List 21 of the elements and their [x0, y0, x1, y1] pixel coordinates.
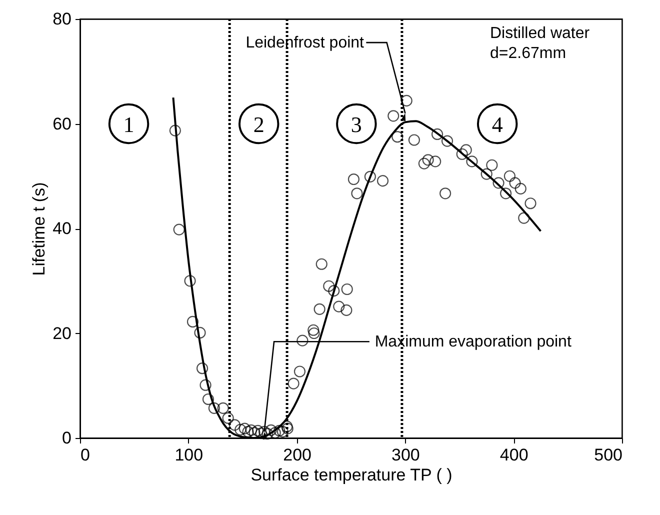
x-tick-label: 200 [283, 446, 312, 464]
x-axis-title: Surface temperature TP ( ) [250, 466, 452, 484]
annotation: Leidenfrost point [246, 34, 365, 52]
y-tick-label: 0 [62, 428, 72, 448]
annotation: 4 [492, 112, 503, 137]
y-axis-title: Lifetime t (s) [30, 182, 49, 276]
x-tick-label: 100 [174, 446, 204, 464]
x-tick-label: 300 [392, 446, 420, 464]
annotation: Distilled water [490, 25, 590, 42]
annotation: d=2.67mm [490, 45, 566, 62]
y-tick-label: 40 [52, 219, 72, 238]
annotation: Maximum evaporation point [374, 334, 572, 351]
x-tick-label: 400 [500, 446, 528, 464]
annotation: 1 [123, 112, 134, 137]
y-tick-label: 20 [52, 324, 72, 343]
x-tick-label: 500 [594, 446, 622, 464]
x-tick-label: 0 [80, 446, 90, 464]
y-tick-label: 80 [52, 10, 72, 28]
y-tick-label: 60 [52, 114, 72, 134]
annotation: 2 [253, 112, 264, 137]
annotation: 3 [350, 112, 362, 137]
